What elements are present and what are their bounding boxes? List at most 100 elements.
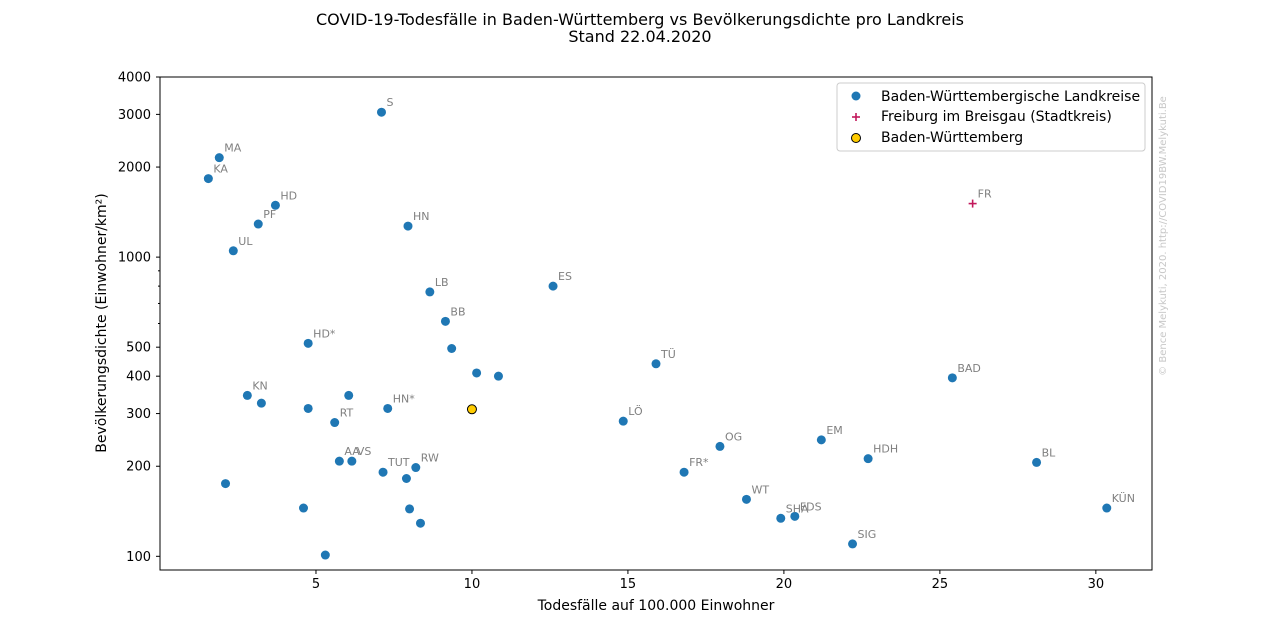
point-landkreis [221,479,231,489]
point-label: WT [751,483,769,496]
point-landkreis [493,371,503,381]
point-landkreis [253,219,263,229]
point-label: FR* [689,456,709,469]
legend-label-freiburg: Freiburg im Breisgau (Stadtkreis) [881,109,1112,125]
point-landkreis [256,398,266,408]
point-landkreis [320,550,330,560]
point-label: EM [826,424,842,437]
point-landkreis [376,107,386,117]
point-landkreis [1102,503,1112,513]
point-landkreis [405,504,415,514]
y-tick-label: 500 [126,341,151,356]
point-label: PF [263,208,276,221]
point-landkreis [242,390,252,400]
point-label: UL [238,235,253,248]
point-label: HD [280,189,297,202]
point-label: SHA [786,502,809,515]
point-label: LB [435,276,449,289]
point-label: TUT [387,456,410,469]
point-label: FDS [800,500,822,513]
point-landkreis [472,368,482,378]
point-landkreis [679,467,689,477]
point-label: VS [357,445,372,458]
legend-label-landkreise: Baden-Württembergische Landkreise [881,89,1140,105]
chart-subtitle: Stand 22.04.2020 [568,27,711,46]
point-landkreis [203,174,213,184]
y-tick-label: 400 [126,370,151,385]
point-label: TÜ [660,348,676,361]
point-label: AA [344,445,360,458]
point-baden-wuerttemberg [466,404,477,415]
x-tick-label: 5 [312,577,320,592]
legend-marker-freiburg [852,113,860,121]
point-label: HN* [393,392,416,405]
point-label: HN [413,210,430,223]
point-label: KN [252,379,267,392]
point-landkreis [618,416,628,426]
y-tick-label: 300 [126,407,151,422]
point-landkreis [303,338,313,348]
point-landkreis [298,503,308,513]
legend-label-bw: Baden-Württemberg [881,130,1023,146]
point-label: HD* [313,327,336,340]
point-landkreis [401,474,411,484]
x-tick-label: 20 [776,577,793,592]
y-tick-label: 1000 [118,251,151,266]
point-landkreis [715,441,725,451]
point-landkreis [816,435,826,445]
x-axis: 5 10 15 20 25 30 [312,570,1104,592]
point-landkreis [790,511,800,521]
point-landkreis [651,359,661,369]
chart-title: COVID-19-Todesfälle in Baden-Württemberg… [316,10,964,29]
point-label: KA [213,163,228,176]
point-freiburg [968,199,977,208]
point-label: KÜN [1112,492,1135,505]
point-landkreis [425,287,435,297]
point-label: SIG [858,528,877,541]
point-label: BB [450,305,465,318]
point-landkreis [344,390,354,400]
point-landkreis [378,467,388,477]
point-landkreis [403,221,413,231]
point-landkreis [303,403,313,413]
legend-marker-bw [851,133,861,143]
point-label: FR [978,188,992,201]
x-tick-label: 25 [932,577,949,592]
y-tick-label: 200 [126,460,151,475]
point-landkreis [447,343,457,353]
watermark: © Bence Melykuti, 2020. http://COVID19BW… [1158,96,1169,376]
y-tick-label: 100 [126,550,151,565]
point-landkreis [947,373,957,383]
point-landkreis [411,463,421,473]
point-landkreis [330,418,340,428]
point-landkreis [214,153,224,163]
point-landkreis [863,454,873,464]
point-landkreis [334,456,344,466]
y-tick-label: 4000 [118,71,151,86]
point-landkreis [1032,457,1042,467]
point-landkreis [548,281,558,291]
point-label: RT [340,407,354,420]
point-label: OG [725,430,742,443]
x-tick-label: 30 [1088,577,1105,592]
point-label: RW [421,452,439,465]
point-landkreis [741,494,751,504]
point-label: MA [224,142,241,155]
point-landkreis [228,246,238,256]
point-label: BAD [957,362,981,375]
point-landkreis [848,539,858,549]
point-label: S [386,96,393,109]
x-tick-label: 10 [464,577,481,592]
y-axis-label: Bevölkerungsdichte (Einwohner/km²) [94,193,110,453]
x-axis-label: Todesfälle auf 100.000 Einwohner [537,598,775,614]
point-label: BL [1042,446,1057,459]
point-label: HDH [873,443,898,456]
point-landkreis [415,518,425,528]
point-landkreis [347,456,357,466]
point-landkreis [383,403,393,413]
data-points: S MA KA HD PF HN UL ES LB BB HD* TÜ BAD KN HN* LÖ RT EM OG… [203,96,1135,560]
x-tick-label: 15 [620,577,637,592]
legend-marker-landkreise [851,91,861,101]
y-tick-label: 2000 [118,161,151,176]
